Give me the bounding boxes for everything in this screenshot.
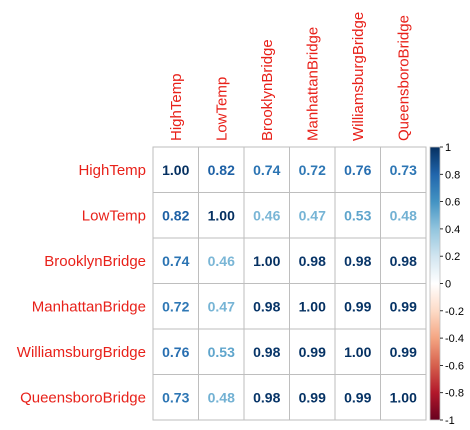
column-label-2: BrooklynBridge bbox=[259, 39, 276, 141]
cell-value-0-1: 0.82 bbox=[208, 162, 235, 178]
row-labels: HighTemp LowTemp BrooklynBridge ManhattanBr… bbox=[17, 162, 146, 407]
cell-value-3-5: 0.99 bbox=[390, 298, 417, 314]
row-label-3: ManhattanBridge bbox=[32, 298, 146, 315]
cell-value-5-4: 0.99 bbox=[344, 389, 371, 405]
color-legend-tick-label-0: 1 bbox=[445, 142, 451, 154]
column-label-1: LowTemp bbox=[213, 77, 230, 141]
cell-value-0-2: 0.74 bbox=[253, 162, 280, 178]
column-label-0: HighTemp bbox=[168, 73, 185, 141]
cell-value-3-1: 0.47 bbox=[208, 298, 235, 314]
cell-value-2-4: 0.98 bbox=[344, 253, 371, 269]
cell-value-5-5: 1.00 bbox=[390, 389, 417, 405]
cell-value-4-4: 1.00 bbox=[344, 344, 371, 360]
color-legend-tick-label-3: 0.4 bbox=[445, 224, 460, 236]
cell-value-2-5: 0.98 bbox=[390, 253, 417, 269]
cell-value-2-1: 0.46 bbox=[208, 253, 235, 269]
cell-value-0-5: 0.73 bbox=[390, 162, 417, 178]
cell-value-1-5: 0.48 bbox=[390, 207, 417, 223]
color-legend-tick-label-1: 0.8 bbox=[445, 169, 460, 181]
column-label-5: QueensboroBridge bbox=[395, 15, 412, 141]
cell-value-5-1: 0.48 bbox=[208, 389, 235, 405]
column-label-3: ManhattanBridge bbox=[304, 27, 321, 141]
row-label-1: LowTemp bbox=[82, 207, 146, 224]
color-legend-tick-label-8: -0.6 bbox=[445, 360, 464, 372]
color-legend-tick-label-5: 0 bbox=[445, 279, 451, 291]
cell-value-3-4: 0.99 bbox=[344, 298, 371, 314]
row-label-2: BrooklynBridge bbox=[44, 253, 146, 270]
cell-value-2-2: 1.00 bbox=[253, 253, 280, 269]
color-legend-tick-label-2: 0.6 bbox=[445, 197, 460, 209]
cell-value-4-1: 0.53 bbox=[208, 344, 235, 360]
color-legend-tick-label-6: -0.2 bbox=[445, 306, 464, 318]
cell-value-2-3: 0.98 bbox=[299, 253, 326, 269]
color-legend-tick-label-10: -1 bbox=[445, 415, 455, 427]
color-legend-tick-label-7: -0.4 bbox=[445, 333, 464, 345]
cell-value-0-3: 0.72 bbox=[299, 162, 326, 178]
color-legend-tick-label-4: 0.2 bbox=[445, 251, 460, 263]
cell-value-5-3: 0.99 bbox=[299, 389, 326, 405]
row-label-5: QueensboroBridge bbox=[20, 389, 146, 406]
color-legend-bar bbox=[429, 146, 441, 421]
heatmap-cells: 1.00 0.82 0.74 0.72 0.76 0.73 0.82 1.00 0.46 0.47… bbox=[152, 146, 427, 421]
row-label-4: WilliamsburgBridge bbox=[17, 344, 146, 361]
cell-value-2-0: 0.74 bbox=[162, 253, 189, 269]
cell-value-1-4: 0.53 bbox=[344, 207, 371, 223]
cell-value-5-2: 0.98 bbox=[253, 389, 280, 405]
cell-value-1-0: 0.82 bbox=[162, 207, 189, 223]
row-label-0: HighTemp bbox=[78, 162, 146, 179]
cell-value-4-3: 0.99 bbox=[299, 344, 326, 360]
color-legend: 1 0.8 0.6 0.4 0.2 0 -0.2 -0.4 -0.6 -0.8 -1 bbox=[429, 142, 464, 427]
cell-value-1-1: 1.00 bbox=[208, 207, 235, 223]
column-label-4: WilliamsburgBridge bbox=[350, 12, 367, 141]
cell-value-1-2: 0.46 bbox=[253, 207, 280, 223]
cell-value-0-4: 0.76 bbox=[344, 162, 371, 178]
cell-value-5-0: 0.73 bbox=[162, 389, 189, 405]
color-legend-tick-label-9: -0.8 bbox=[445, 388, 464, 400]
cell-value-4-5: 0.99 bbox=[390, 344, 417, 360]
cell-value-3-0: 0.72 bbox=[162, 298, 189, 314]
cell-value-4-2: 0.98 bbox=[253, 344, 280, 360]
cell-value-3-3: 1.00 bbox=[299, 298, 326, 314]
cell-value-0-0: 1.00 bbox=[162, 162, 189, 178]
cell-value-1-3: 0.47 bbox=[299, 207, 326, 223]
cell-value-3-2: 0.98 bbox=[253, 298, 280, 314]
column-labels: HighTemp LowTemp BrooklynBridge ManhattanBr… bbox=[168, 12, 413, 141]
cell-value-4-0: 0.76 bbox=[162, 344, 189, 360]
